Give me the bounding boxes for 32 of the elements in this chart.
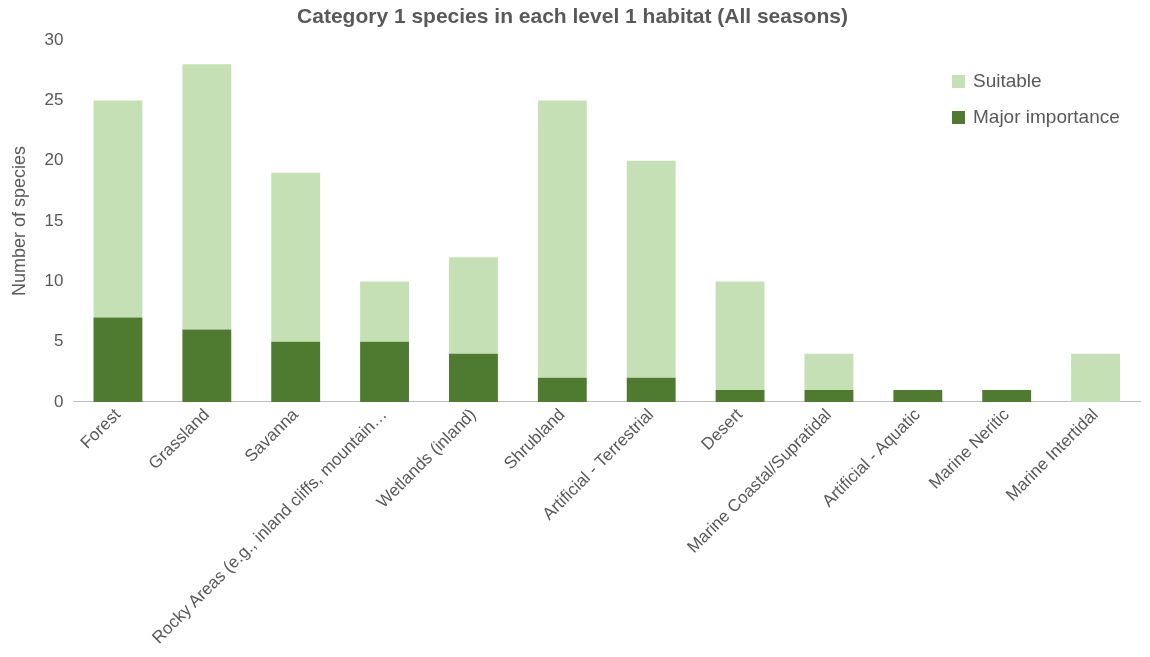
chart-title: Category 1 species in each level 1 habitat (All seasons) (297, 4, 848, 28)
y-tick-label: 25 (44, 90, 64, 110)
bar (537, 377, 587, 402)
y-tick-label: 20 (44, 150, 64, 170)
bar (93, 100, 143, 318)
bar (982, 389, 1032, 402)
y-tick-label: 30 (44, 29, 64, 49)
bar (182, 329, 232, 402)
bar (449, 257, 498, 354)
legend-label: Suitable (973, 70, 1042, 93)
bar (893, 389, 943, 402)
bar (804, 353, 854, 390)
bar (626, 160, 676, 378)
bar (360, 281, 410, 342)
bar (715, 389, 765, 402)
bar (715, 281, 765, 390)
y-tick-label: 15 (44, 210, 64, 230)
bar (626, 377, 676, 402)
bar (93, 317, 143, 402)
bar (537, 100, 587, 378)
y-axis-title: Number of species (8, 146, 29, 297)
bar (271, 341, 321, 402)
bar (1071, 353, 1120, 402)
bar (804, 389, 854, 402)
legend-label: Major importance (973, 106, 1120, 129)
y-tick-label: 0 (54, 391, 64, 411)
bar (271, 172, 321, 342)
bar (360, 341, 410, 402)
bar (449, 353, 498, 402)
y-tick-label: 10 (44, 271, 64, 291)
bar (182, 64, 232, 330)
y-tick-label: 5 (54, 331, 64, 351)
